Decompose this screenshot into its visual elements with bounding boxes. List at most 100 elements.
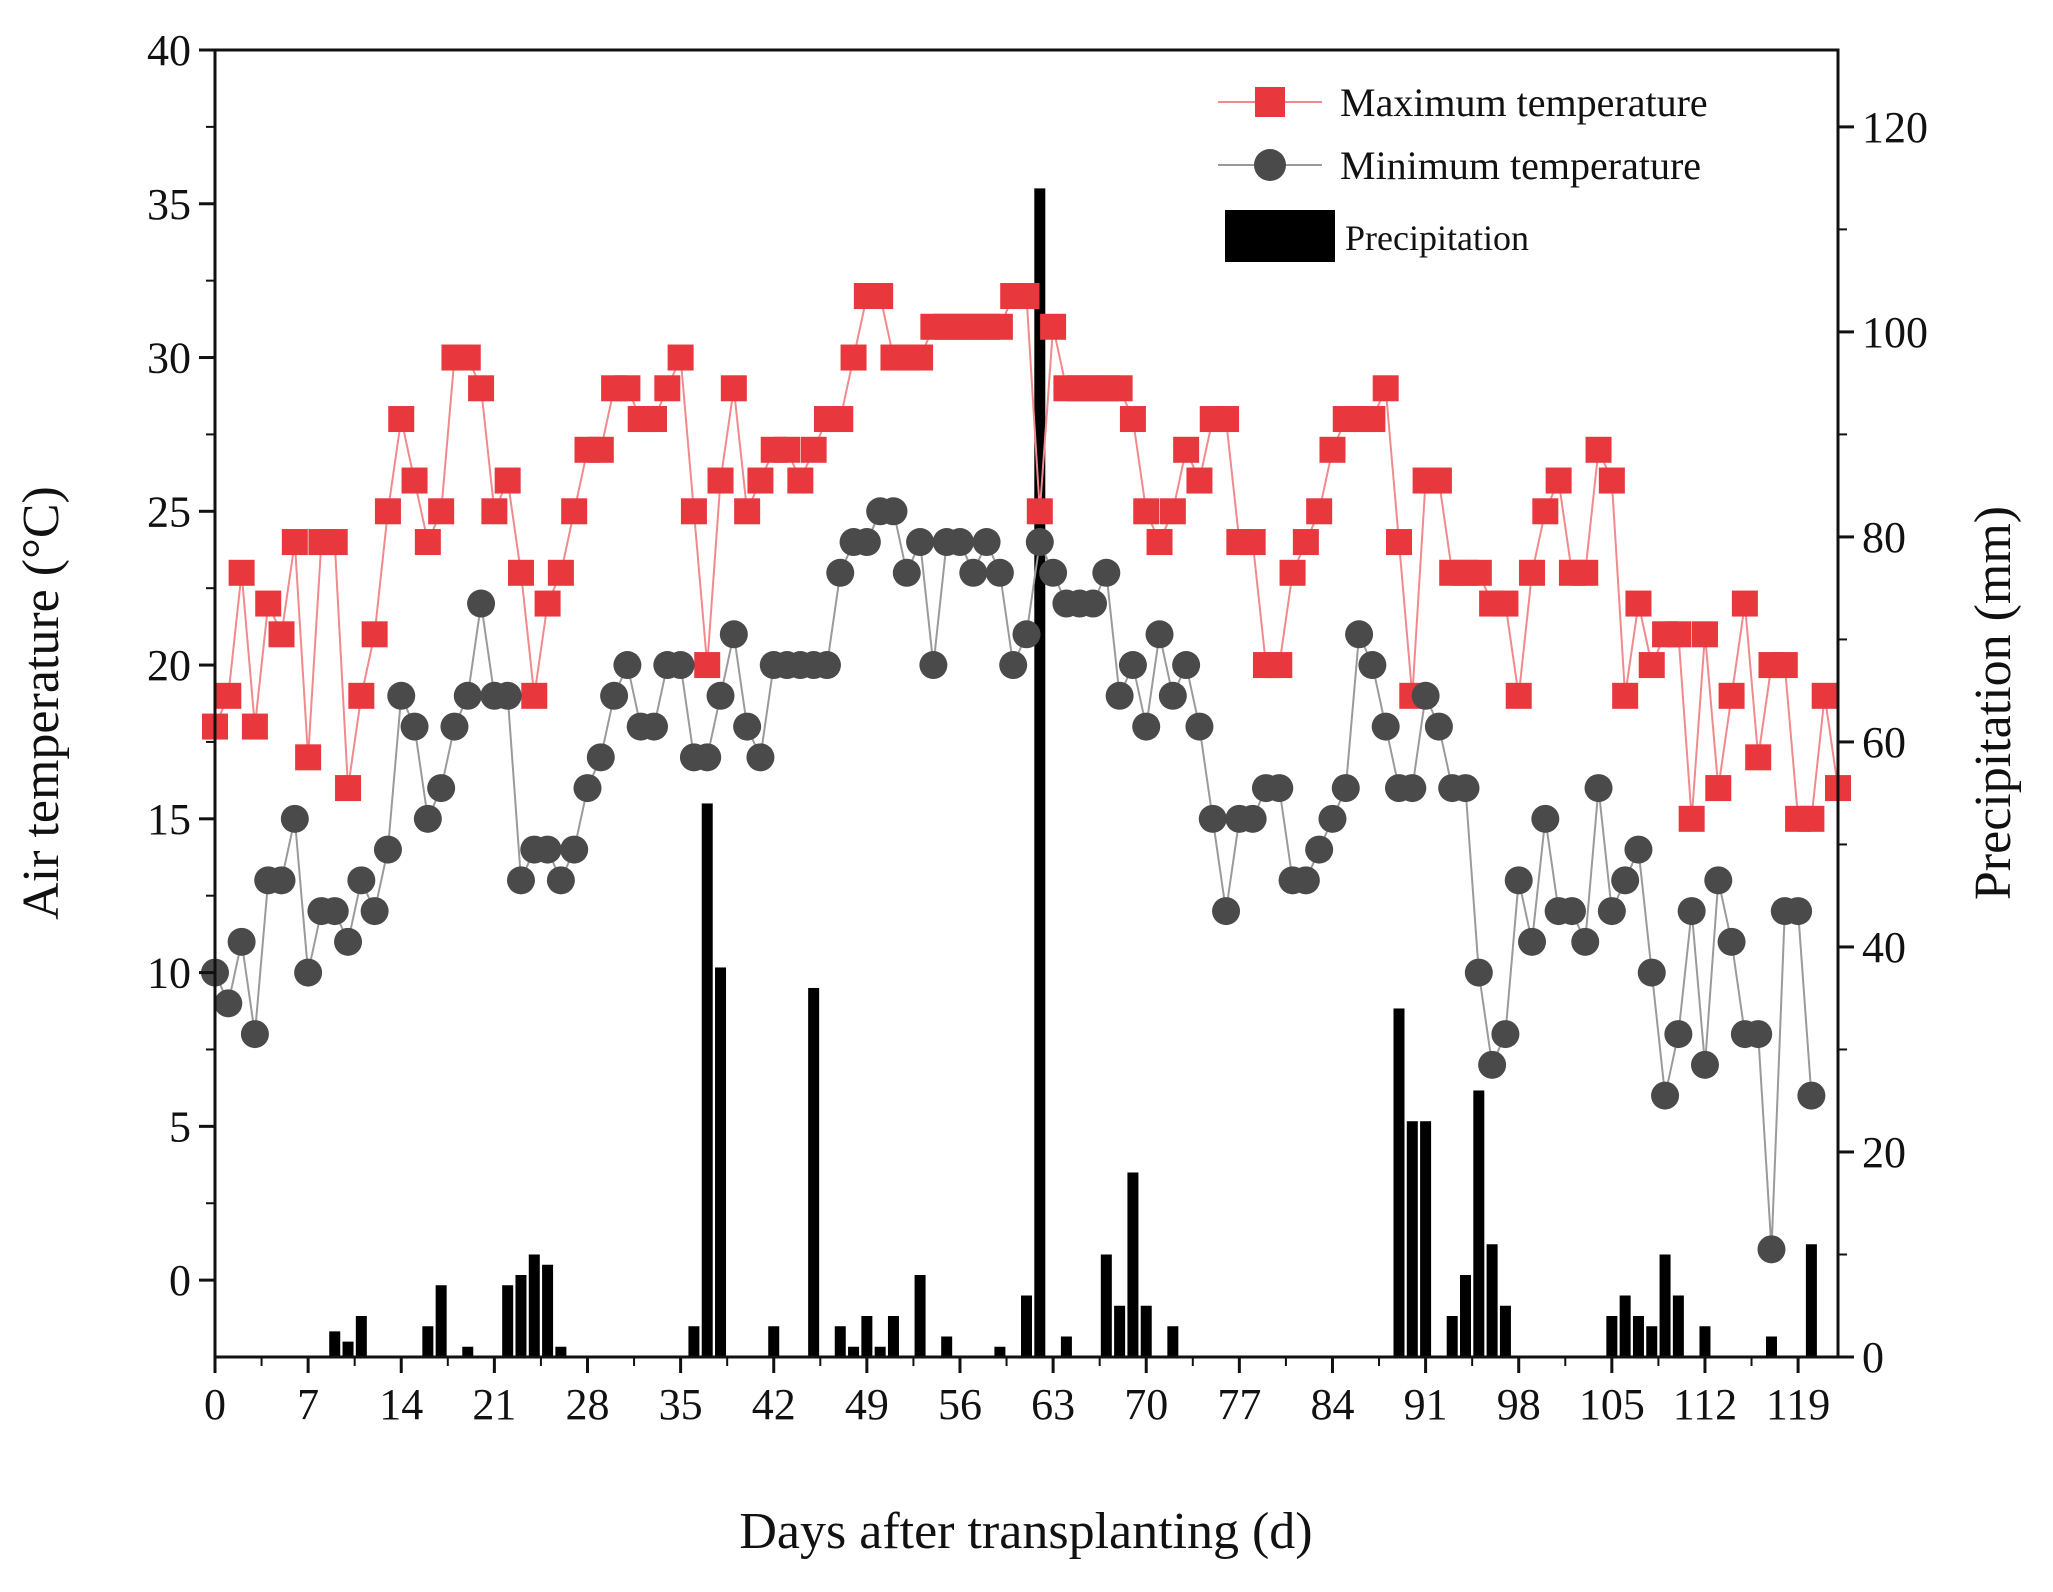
max-temp-point <box>707 467 734 494</box>
precipitation-bars <box>329 188 1817 1358</box>
precip-bar <box>329 1331 341 1357</box>
min-temp-point <box>1358 651 1387 680</box>
max-temp-point <box>1545 467 1572 494</box>
max-temp-point <box>468 375 495 402</box>
min-temp-point <box>1145 620 1174 649</box>
min-temp-point <box>373 835 402 864</box>
min-temp-point <box>1784 897 1813 926</box>
min-temp-point <box>1012 620 1041 649</box>
min-temp-point <box>1118 651 1147 680</box>
right-y-tick-label: 100 <box>1862 308 1928 357</box>
min-temp-point <box>852 528 881 557</box>
max-temp-point <box>1771 652 1798 679</box>
max-temp-point <box>1385 529 1412 556</box>
max-temp-line <box>214 295 1839 820</box>
min-temp-point <box>1039 558 1068 587</box>
min-temp-point <box>1797 1081 1826 1110</box>
min-temp-point <box>1744 1020 1773 1049</box>
min-temp-point <box>746 743 775 772</box>
min-temp-point <box>1664 1020 1693 1049</box>
min-temp-point <box>733 712 762 741</box>
precip-bar <box>1632 1315 1644 1357</box>
min-temp-point <box>985 558 1014 587</box>
max-temp-point <box>507 559 534 586</box>
min-temp-point <box>999 651 1028 680</box>
min-temp-point <box>972 528 1001 557</box>
max-temp-point <box>494 467 521 494</box>
max-temp-point <box>321 529 348 556</box>
min-temp-point <box>1571 927 1600 956</box>
precip-bar <box>994 1346 1006 1357</box>
min-temp-point <box>1504 866 1533 895</box>
max-temp-point <box>361 621 388 648</box>
precip-bar <box>1034 188 1046 1358</box>
min-temp-point <box>1757 1235 1786 1264</box>
max-temp-point <box>561 498 588 525</box>
max-temp-point <box>401 467 428 494</box>
axis-tick-labels: 0 7 14 21 28 35 42 49 56 63 70 77 84 91 98 105 112 119 0 5 1… <box>147 26 1928 1429</box>
min-temp-point <box>1331 774 1360 803</box>
precip-bar <box>1699 1326 1711 1357</box>
min-temp-point <box>1079 589 1108 618</box>
max-temp-point <box>680 498 707 525</box>
min-temp-point <box>240 1020 269 1049</box>
min-temp-point <box>560 835 589 864</box>
min-temp-point <box>719 620 748 649</box>
max-temp-point <box>1505 682 1532 709</box>
precip-bar <box>887 1315 899 1357</box>
left-y-tick-label: 40 <box>147 26 191 75</box>
max-temp-point <box>1239 529 1266 556</box>
max-temp-point <box>1040 313 1067 340</box>
x-tick-label: 105 <box>1579 1380 1645 1429</box>
max-temp-point <box>374 498 401 525</box>
min-temp-point <box>1025 528 1054 557</box>
left-y-tick-label: 35 <box>147 180 191 229</box>
min-temp-point <box>826 558 855 587</box>
left-y-tick-label: 25 <box>147 487 191 536</box>
min-temp-point <box>1690 1050 1719 1079</box>
precip-bar <box>1167 1326 1179 1357</box>
max-temp-point <box>1266 652 1293 679</box>
x-tick-label: 56 <box>938 1380 982 1429</box>
min-temp-point <box>1318 804 1347 833</box>
min-temp-point <box>640 712 669 741</box>
left-y-tick-label: 30 <box>147 334 191 383</box>
max-temp-point <box>1359 406 1386 433</box>
max-temp-point <box>1026 498 1053 525</box>
max-temp-point <box>228 559 255 586</box>
min-temp-point <box>1531 804 1560 833</box>
x-tick-label: 84 <box>1310 1380 1354 1429</box>
legend-min-label: Minimum temperature <box>1340 143 1701 188</box>
min-temp-point <box>280 804 309 833</box>
max-temp-point <box>255 590 282 617</box>
precip-bar <box>941 1336 953 1357</box>
x-tick-label: 35 <box>659 1380 703 1429</box>
min-temp-point <box>1624 835 1653 864</box>
min-temp-point <box>360 897 389 926</box>
max-temp-point <box>774 436 801 463</box>
max-temp-point <box>268 621 295 648</box>
max-temp-point <box>215 682 242 709</box>
min-temp-point <box>1105 681 1134 710</box>
max-temp-point <box>614 375 641 402</box>
temperature-markers <box>201 283 1851 1264</box>
min-temp-point <box>1677 897 1706 926</box>
min-temp-point <box>467 589 496 618</box>
x-tick-label: 112 <box>1673 1380 1737 1429</box>
legend-max-square-icon <box>1255 87 1285 117</box>
right-y-tick-label: 120 <box>1862 103 1928 152</box>
precip-bar <box>1420 1121 1432 1357</box>
max-temp-point <box>281 529 308 556</box>
max-temp-point <box>1319 436 1346 463</box>
precip-bar <box>1486 1244 1498 1357</box>
max-temp-point <box>241 713 268 740</box>
max-temp-point <box>867 283 894 310</box>
max-temp-point <box>1186 467 1213 494</box>
x-tick-label: 119 <box>1766 1380 1830 1429</box>
x-tick-label: 63 <box>1031 1380 1075 1429</box>
min-temp-point <box>906 528 935 557</box>
min-temp-point <box>1371 712 1400 741</box>
max-temp-point <box>1013 283 1040 310</box>
min-temp-point <box>1238 804 1267 833</box>
